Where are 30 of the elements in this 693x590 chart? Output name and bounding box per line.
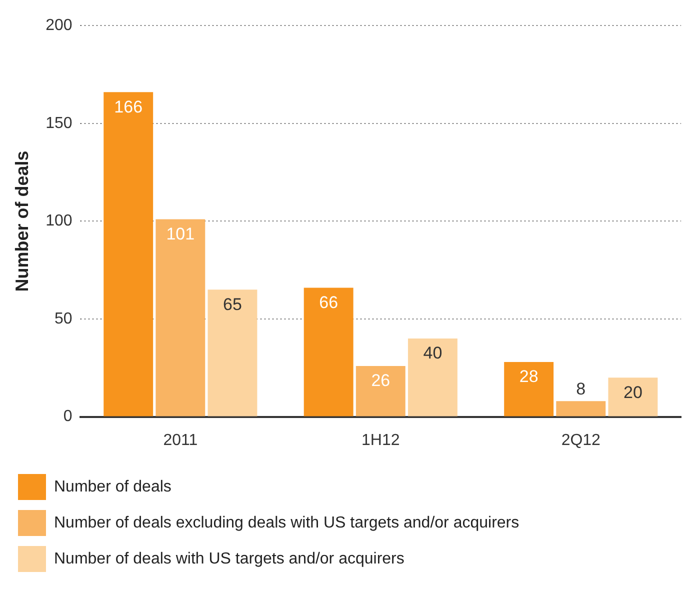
bar [556, 401, 606, 416]
y-tick-label: 0 [63, 408, 72, 426]
bar [408, 338, 458, 416]
data-label: 26 [371, 371, 390, 390]
data-label: 66 [319, 292, 338, 312]
bar [504, 362, 554, 416]
y-tick-label: 200 [46, 17, 72, 34]
bar [156, 219, 206, 416]
bar [608, 378, 658, 416]
data-label: 20 [623, 382, 642, 402]
y-tick-label: 50 [54, 310, 72, 328]
data-label: 166 [114, 97, 143, 116]
x-tick-label: 2Q12 [561, 432, 601, 449]
bar [356, 366, 406, 416]
x-tick-label: 2011 [163, 432, 198, 449]
legend-label: Number of deals excluding deals with US targets and/or acquirers [54, 514, 520, 532]
data-label: 65 [223, 294, 242, 314]
y-tick-label: 150 [46, 114, 72, 132]
bar [104, 92, 154, 416]
data-label: 40 [423, 344, 442, 363]
x-tick-label: 1H12 [362, 432, 400, 449]
data-label: 8 [576, 379, 586, 398]
y-axis-title: Number of deals [12, 150, 32, 292]
legend-label: Number of deals [54, 478, 172, 496]
data-label: 28 [519, 367, 538, 386]
y-tick-label: 100 [46, 212, 72, 230]
data-label: 101 [166, 224, 195, 244]
bar [208, 290, 258, 416]
bar [304, 288, 354, 416]
legend-label: Number of deals with US targets and/or acquirers [54, 550, 404, 568]
